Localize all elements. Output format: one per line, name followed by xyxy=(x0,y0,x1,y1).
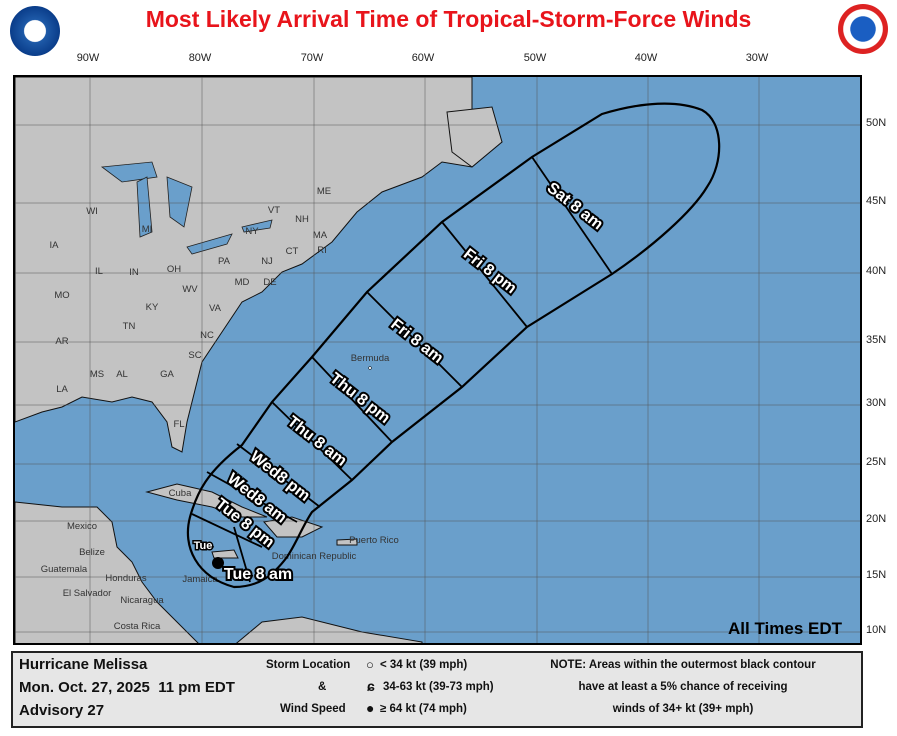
place-label: AR xyxy=(55,336,68,347)
advisory-number: Advisory 27 xyxy=(19,702,105,719)
jamaica xyxy=(211,549,239,559)
longitude-label: 70W xyxy=(300,52,324,64)
latitude-label: 40N xyxy=(866,265,887,277)
place-label: MD xyxy=(235,277,250,288)
forecast-map: WI MI NY VT NH ME MA CT RI PA NJ IA IL IN OH MO KY WV VA MD… xyxy=(15,77,860,643)
place-label: FL xyxy=(173,419,184,430)
central-america xyxy=(15,501,199,643)
storm-location-icon xyxy=(212,557,224,569)
longitude-label: 60W xyxy=(411,52,435,64)
note-line-1: NOTE: Areas within the outermost black c… xyxy=(550,659,816,671)
latitude-label: 30N xyxy=(866,397,887,409)
place-label: NY xyxy=(245,226,259,237)
nws-logo xyxy=(838,4,888,54)
place-label: DE xyxy=(263,277,276,288)
key-title-2: & xyxy=(318,681,327,693)
place-label: Honduras xyxy=(105,573,146,584)
graticule xyxy=(15,77,860,643)
place-label: WV xyxy=(182,284,198,295)
place-label: SC xyxy=(188,350,201,361)
latitude-label: 20N xyxy=(866,513,887,525)
place-label: Dominican Republic xyxy=(272,551,357,562)
key-tropical-storm: 34-63 kt (39-73 mph) xyxy=(383,681,494,693)
place-label: Costa Rica xyxy=(114,621,161,632)
place-label: AL xyxy=(116,369,128,380)
hurricane-icon: ● xyxy=(366,700,375,716)
place-label: IA xyxy=(50,240,60,251)
place-label: LA xyxy=(56,384,68,395)
note-line-2: have at least a 5% chance of receiving xyxy=(578,681,788,693)
cuba xyxy=(145,483,268,518)
key-hurricane: ≥ 64 kt (74 mph) xyxy=(380,703,467,715)
newfoundland xyxy=(446,106,503,168)
place-label: CT xyxy=(286,246,299,257)
legend-panel: Hurricane Melissa Mon. Oct. 27, 2025 11 … xyxy=(11,651,863,728)
place-label: Belize xyxy=(79,547,105,558)
noaa-logo xyxy=(8,4,62,58)
map-area: WI MI NY VT NH ME MA CT RI PA NJ IA IL IN OH MO KY WV VA MD… xyxy=(13,75,862,645)
place-label: RI xyxy=(317,245,327,256)
place-label: MS xyxy=(90,369,104,380)
note-line-3: winds of 34+ kt (39+ mph) xyxy=(612,703,754,715)
latitude-label: 25N xyxy=(866,456,887,468)
great-lakes xyxy=(100,161,273,255)
place-label: OH xyxy=(167,264,181,275)
place-label: ME xyxy=(317,186,331,197)
place-label: PA xyxy=(218,256,231,267)
place-label: MI xyxy=(142,224,153,235)
latitude-label: 15N xyxy=(866,569,887,581)
longitude-label: 90W xyxy=(76,52,100,64)
place-label: VA xyxy=(209,303,222,314)
storm-name: Hurricane Melissa xyxy=(19,656,148,673)
advisory-date: Mon. Oct. 27, 2025 11 pm EDT xyxy=(19,679,235,696)
open-circle-icon: ○ xyxy=(366,657,374,672)
place-label: Puerto Rico xyxy=(349,535,399,546)
bermuda xyxy=(368,366,372,370)
longitude-label: 40W xyxy=(634,52,658,64)
key-tropical-depression: < 34 kt (39 mph) xyxy=(380,659,468,671)
map-title: Most Likely Arrival Time of Tropical-Sto… xyxy=(145,6,752,32)
place-label: NH xyxy=(295,214,309,225)
place-label: Jamaica xyxy=(182,574,218,585)
key-title-3: Wind Speed xyxy=(280,703,346,715)
latitude-label: 10N xyxy=(866,624,887,636)
place-label: KY xyxy=(146,302,159,313)
place-label: MA xyxy=(313,230,328,241)
latitude-label: 35N xyxy=(866,334,887,346)
place-label: Mexico xyxy=(67,521,97,532)
place-label: Guatemala xyxy=(41,564,88,575)
puerto-rico xyxy=(336,538,358,546)
place-label: NJ xyxy=(261,256,273,267)
tropical-storm-icon: ɕ xyxy=(367,678,375,694)
place-label: El Salvador xyxy=(63,588,112,599)
place-label: WI xyxy=(86,206,98,217)
longitude-label: 50W xyxy=(523,52,547,64)
isochrone-lines xyxy=(191,156,613,583)
latitude-label: 50N xyxy=(866,117,887,129)
place-label: IL xyxy=(95,266,103,277)
longitude-label: 80W xyxy=(188,52,212,64)
place-label: IN xyxy=(129,267,139,278)
hispaniola xyxy=(263,516,324,538)
place-label: Bermuda xyxy=(351,353,390,364)
isochrone-label: Tue xyxy=(194,540,213,552)
place-label: MO xyxy=(54,290,69,301)
probability-contour-outer xyxy=(186,102,721,589)
place-label: VT xyxy=(268,205,280,216)
all-times-label: All Times EDT xyxy=(728,619,842,638)
place-label: GA xyxy=(160,369,174,380)
place-label: TN xyxy=(123,321,136,332)
key-title-1: Storm Location xyxy=(266,659,351,671)
latitude-label: 45N xyxy=(866,195,887,207)
isochrone-label: Tue 8 am xyxy=(224,566,292,583)
longitude-label: 30W xyxy=(745,52,769,64)
place-label: Nicaragua xyxy=(120,595,164,606)
place-label: NC xyxy=(200,330,214,341)
place-label: Cuba xyxy=(169,488,192,499)
